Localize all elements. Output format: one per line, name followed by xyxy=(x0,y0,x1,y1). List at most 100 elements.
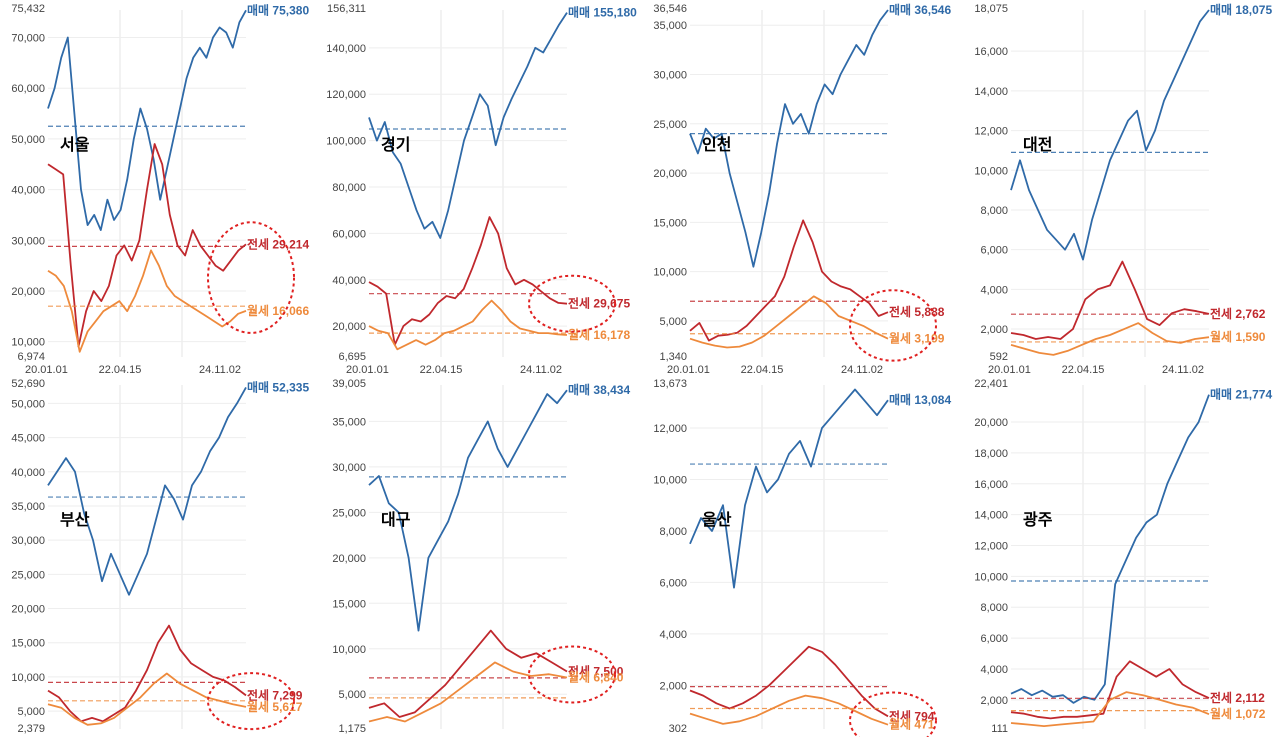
x-tick-label: 22.04.15 xyxy=(1062,364,1105,376)
region-label: 서울 xyxy=(60,136,90,154)
x-tick-label: 24.11.02 xyxy=(1162,364,1204,376)
end-value-label: 매매 36,546 xyxy=(889,2,951,17)
y-min-label: 302 xyxy=(669,723,687,735)
series-line xyxy=(689,295,889,349)
series-line xyxy=(368,389,568,632)
y-tick-label: 6,000 xyxy=(980,245,1008,257)
chart-7: 13,673 302 2,000 4,000 6,000 8,000 10,000 12,00… xyxy=(653,378,951,737)
series-월세: 월세 16,066 xyxy=(47,249,309,353)
series-월세: 월세 16,178 xyxy=(368,299,630,351)
region-label: 대구 xyxy=(381,511,411,529)
y-tick-label: 20,000 xyxy=(974,417,1008,429)
x-tick-label: 24.11.02 xyxy=(199,364,241,376)
y-min-label: 592 xyxy=(990,351,1008,363)
y-tick-label: 60,000 xyxy=(11,83,45,95)
chart-2: 156,311 6,695 20,000 40,000 60,000 80,000 100,… xyxy=(326,3,637,376)
y-tick-label: 10,000 xyxy=(974,571,1008,583)
highlight-circle xyxy=(528,645,616,704)
chart-8: 22,401 111 2,000 4,000 6,000 8,000 10,000 12,00… xyxy=(974,378,1272,735)
series-매매: 매매 38,434 xyxy=(368,382,630,632)
y-tick-label: 10,000 xyxy=(974,165,1008,177)
y-tick-label: 8,000 xyxy=(980,205,1008,217)
y-tick-label: 70,000 xyxy=(11,33,45,45)
y-max-label: 36,546 xyxy=(653,3,687,15)
y-tick-label: 80,000 xyxy=(332,182,366,194)
series-line xyxy=(1010,691,1210,727)
series-line xyxy=(47,143,247,348)
end-value-label: 매매 13,084 xyxy=(889,392,951,407)
region-label: 부산 xyxy=(60,511,90,529)
x-tick-label: 20.01.01 xyxy=(988,364,1031,376)
series-line xyxy=(1010,260,1210,340)
y-tick-label: 5,000 xyxy=(338,689,366,701)
series-매매: 매매 36,546 xyxy=(689,2,951,268)
end-value-label: 전세 29,214 xyxy=(247,236,309,251)
series-매매: 매매 155,180 xyxy=(368,5,637,239)
end-value-label: 전세 29,675 xyxy=(568,296,630,311)
y-max-label: 13,673 xyxy=(653,378,687,390)
series-전세: 전세 29,214 xyxy=(47,143,309,348)
y-tick-label: 16,000 xyxy=(974,46,1008,58)
y-tick-label: 140,000 xyxy=(326,43,366,55)
y-tick-label: 12,000 xyxy=(974,541,1008,553)
y-tick-label: 14,000 xyxy=(974,86,1008,98)
series-line xyxy=(47,386,247,596)
y-min-label: 1,175 xyxy=(338,723,366,735)
end-value-label: 전세 5,888 xyxy=(889,304,945,319)
y-tick-label: 40,000 xyxy=(332,275,366,287)
y-tick-label: 20,000 xyxy=(11,286,45,298)
y-tick-label: 35,000 xyxy=(332,416,366,428)
y-min-label: 6,695 xyxy=(338,351,366,363)
series-월세: 월세 6,840 xyxy=(368,661,624,723)
y-tick-label: 10,000 xyxy=(653,267,687,279)
series-월세: 월세 1,072 xyxy=(1010,691,1266,727)
y-tick-label: 2,000 xyxy=(980,695,1008,707)
end-value-label: 매매 75,380 xyxy=(247,2,309,17)
series-line xyxy=(47,624,247,723)
y-tick-label: 2,000 xyxy=(659,680,687,692)
series-매매: 매매 75,380 xyxy=(47,2,309,232)
y-min-label: 111 xyxy=(991,723,1008,735)
series-line xyxy=(47,672,247,726)
y-tick-label: 8,000 xyxy=(659,526,687,538)
chart-5: 52,690 2,379 5,000 10,000 15,000 20,000 25,000… xyxy=(11,378,309,735)
series-매매: 매매 52,335 xyxy=(47,379,309,596)
series-line xyxy=(368,661,568,723)
series-line xyxy=(368,216,568,346)
y-tick-label: 15,000 xyxy=(11,638,45,650)
end-value-label: 매매 52,335 xyxy=(247,379,309,394)
series-전세: 전세 5,888 xyxy=(689,219,945,342)
y-tick-label: 4,000 xyxy=(980,284,1008,296)
y-tick-label: 10,000 xyxy=(653,474,687,486)
end-value-label: 월세 16,066 xyxy=(247,303,309,318)
y-max-label: 18,075 xyxy=(974,3,1008,15)
x-tick-label: 24.11.02 xyxy=(520,364,562,376)
y-min-label: 1,340 xyxy=(659,351,687,363)
y-tick-label: 16,000 xyxy=(974,479,1008,491)
y-tick-label: 30,000 xyxy=(11,535,45,547)
series-전세: 전세 29,675 xyxy=(368,216,630,346)
y-max-label: 22,401 xyxy=(974,378,1008,390)
series-매매: 매매 18,075 xyxy=(1010,2,1272,261)
region-label: 울산 xyxy=(702,511,732,529)
y-tick-label: 30,000 xyxy=(332,462,366,474)
y-tick-label: 30,000 xyxy=(653,70,687,82)
highlight-circle xyxy=(528,274,616,333)
region-label: 광주 xyxy=(1023,510,1053,529)
x-tick-label: 20.01.01 xyxy=(25,364,68,376)
end-value-label: 월세 1,590 xyxy=(1210,329,1266,344)
end-value-label: 매매 38,434 xyxy=(568,382,630,397)
y-tick-label: 50,000 xyxy=(11,134,45,146)
chart-4: 18,075 592 2,000 4,000 6,000 8,000 10,000 12,00… xyxy=(974,2,1272,376)
series-line xyxy=(47,249,247,353)
region-label: 인천 xyxy=(702,136,731,154)
region-label: 경기 xyxy=(381,136,410,154)
series-월세: 월세 1,590 xyxy=(1010,322,1266,356)
chart-6: 39,005 1,175 5,000 10,000 15,000 20,000 25,000… xyxy=(332,378,630,735)
series-월세: 월세 3,199 xyxy=(689,295,945,349)
y-tick-label: 4,000 xyxy=(980,664,1008,676)
end-value-label: 매매 21,774 xyxy=(1210,387,1272,402)
y-tick-label: 25,000 xyxy=(11,569,45,581)
series-line xyxy=(689,9,889,268)
